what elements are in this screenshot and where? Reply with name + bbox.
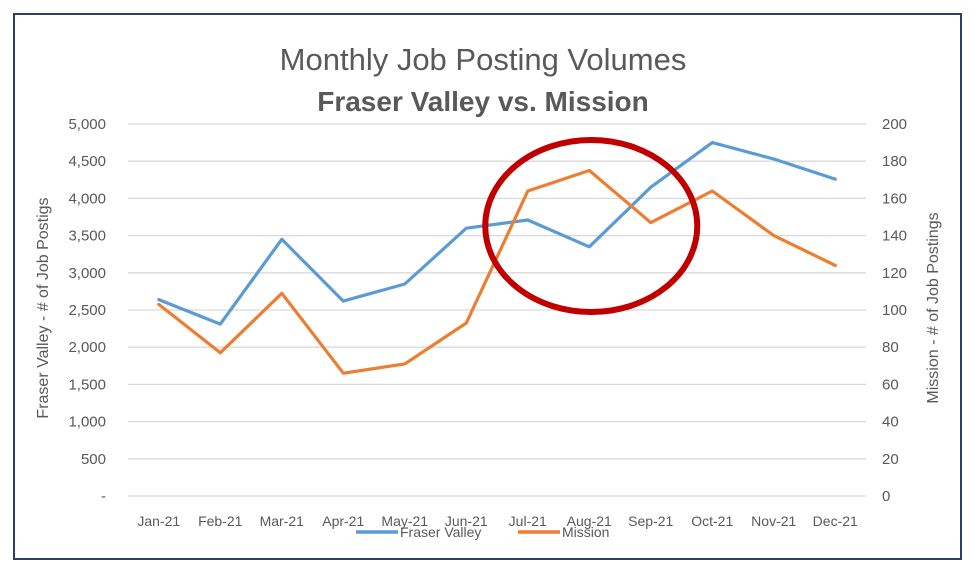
- x-tick-label: May-21: [381, 513, 428, 529]
- chart-border: [13, 13, 962, 560]
- x-tick-label: Dec-21: [813, 513, 858, 529]
- left-axis-ticks: - 500 1,000 1,500 2,000 2,500 3,000 3,500 4,000 4…: [68, 116, 106, 505]
- left-tick-label: 2,000: [68, 339, 106, 356]
- x-tick-label: Jul-21: [509, 513, 547, 529]
- chart-subtitle: Fraser Valley vs. Mission: [317, 86, 649, 117]
- left-tick-label: 1,000: [68, 414, 106, 431]
- left-tick-label: 5,000: [68, 116, 106, 133]
- right-tick-label: 0: [882, 488, 890, 505]
- right-tick-label: 120: [882, 265, 907, 282]
- x-tick-label: Jun-21: [445, 513, 488, 529]
- left-tick-label: 1,500: [68, 376, 106, 393]
- x-tick-label: Feb-21: [198, 513, 243, 529]
- left-tick-label: -: [101, 488, 106, 505]
- legend-label: Mission: [562, 524, 609, 540]
- right-tick-label: 200: [882, 116, 907, 133]
- chart-title: Monthly Job Posting Volumes: [280, 42, 687, 77]
- left-axis-label: Fraser Valley - # of Job Postigs: [35, 197, 52, 418]
- left-tick-label: 3,500: [68, 228, 106, 245]
- series-line-mission: [157, 168, 837, 375]
- legend-label: Fraser Valley: [400, 524, 481, 540]
- x-tick-label: Apr-21: [322, 513, 364, 529]
- right-tick-label: 140: [882, 228, 907, 245]
- x-tick-label: Aug-21: [567, 513, 612, 529]
- right-tick-label: 20: [882, 451, 899, 468]
- x-tick-label: Oct-21: [691, 513, 733, 529]
- annotation-layer: [482, 137, 701, 315]
- series-lines: [157, 141, 837, 375]
- x-axis-ticks: Jan-21 Feb-21 Mar-21 Apr-21 May-21 Jun-21 Jul-…: [137, 513, 858, 529]
- left-tick-label: 4,500: [68, 153, 106, 170]
- right-tick-label: 160: [882, 190, 907, 207]
- gridlines: [128, 123, 866, 497]
- right-tick-label: 100: [882, 302, 907, 319]
- left-tick-label: 2,500: [68, 302, 106, 319]
- right-tick-label: 80: [882, 339, 899, 356]
- x-tick-label: Sep-21: [628, 513, 673, 529]
- x-tick-label: Jan-21: [137, 513, 180, 529]
- series-line-fraser-valley: [157, 141, 837, 326]
- right-axis-ticks: 0 20 40 60 80 100 120 140 160 180 200: [882, 116, 907, 505]
- right-tick-label: 40: [882, 414, 899, 431]
- left-tick-label: 3,000: [68, 265, 106, 282]
- right-tick-label: 60: [882, 376, 899, 393]
- left-tick-label: 500: [81, 451, 106, 468]
- x-tick-label: Mar-21: [260, 513, 305, 529]
- x-tick-label: Nov-21: [751, 513, 796, 529]
- left-tick-label: 4,000: [68, 190, 106, 207]
- right-tick-label: 180: [882, 153, 907, 170]
- right-axis-label: Mission - # of Job Postings: [925, 212, 942, 403]
- legend: Fraser Valley Mission: [356, 524, 609, 540]
- annotation-ellipse: [482, 137, 701, 315]
